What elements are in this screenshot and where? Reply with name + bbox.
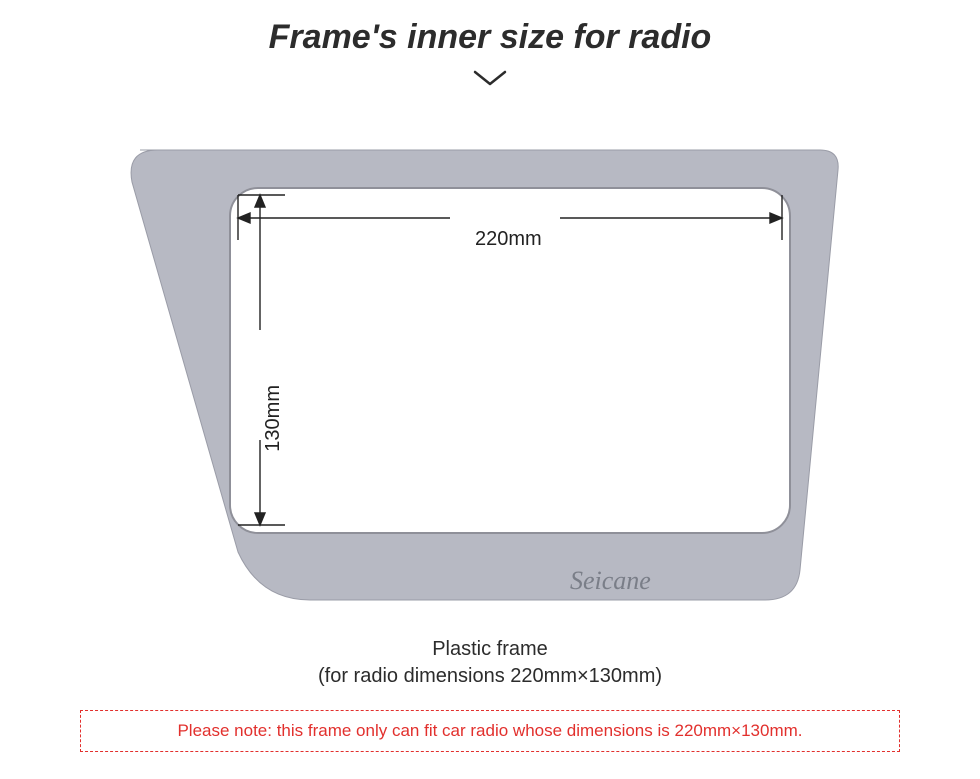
chevron-down-icon	[473, 70, 507, 88]
caption-line-1: Plastic frame	[0, 638, 980, 661]
frame-diagram	[130, 140, 850, 620]
caption-line-2: (for radio dimensions 220mm×130mm)	[0, 665, 980, 688]
note-text: Please note: this frame only can fit car…	[177, 721, 802, 741]
brand-watermark: Seicane	[570, 566, 651, 596]
height-dimension-label: 130mm	[262, 385, 285, 452]
note-box: Please note: this frame only can fit car…	[80, 710, 900, 752]
page-title: Frame's inner size for radio	[0, 18, 980, 57]
width-dimension-label: 220mm	[475, 228, 542, 251]
